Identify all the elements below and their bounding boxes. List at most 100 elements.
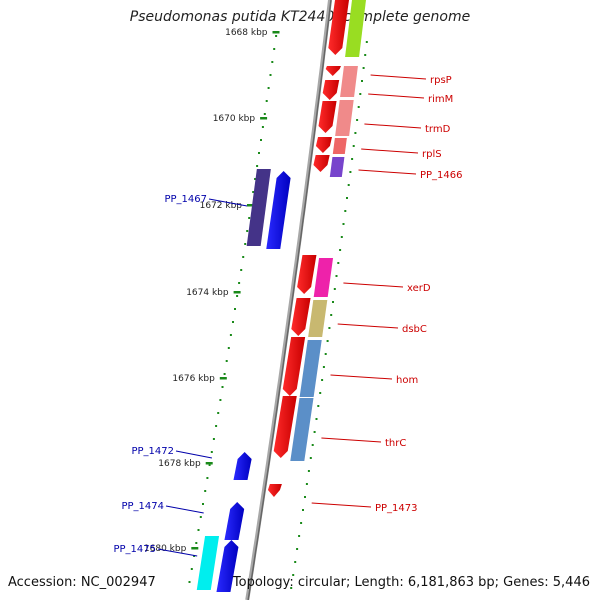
tick-dot-outer: [322, 366, 325, 368]
tick-dot-inner: [254, 178, 257, 180]
gene-label-PP_1474: PP_1474: [121, 501, 164, 512]
tick-dot-inner: [273, 48, 276, 50]
tick-dot-inner: [229, 334, 232, 336]
kbp-label: 1670 kbp: [213, 114, 256, 124]
tick-dot-inner: [240, 269, 243, 271]
tick-dot-outer: [319, 392, 322, 394]
kbp-ticks: [188, 31, 368, 589]
accession-text: Accession: NC_002947: [8, 575, 156, 590]
tick-dot-outer: [298, 535, 301, 537]
tick-dot-inner: [252, 191, 255, 193]
gene-label-PP_1472: PP_1472: [131, 446, 174, 457]
tick-dot-inner: [199, 516, 202, 518]
tick-dot-inner: [269, 74, 272, 76]
tick-dot-outer: [321, 379, 324, 381]
tick-dot-inner: [215, 425, 218, 427]
kbp-major-tick: [233, 291, 241, 294]
kbp-label: 1672 kbp: [200, 201, 243, 211]
tick-dot-inner: [223, 373, 226, 375]
tick-dot-outer: [344, 210, 347, 212]
gene-rimM: [322, 80, 340, 100]
tick-dot-inner: [263, 113, 266, 115]
tick-dot-inner: [212, 438, 215, 440]
tick-dot-outer: [349, 171, 352, 173]
label-connector: [337, 323, 399, 329]
gene-rplS: [315, 137, 332, 153]
tick-dot-inner: [238, 282, 241, 284]
tick-dot-outer: [296, 548, 299, 550]
gene-label-PP_1475: PP_1475: [113, 544, 156, 555]
tick-dot-inner: [204, 490, 207, 492]
tick-dot-inner: [195, 542, 198, 544]
tick-dot-inner: [208, 464, 211, 466]
gene-hom: [282, 337, 306, 396]
tick-dot-inner: [202, 503, 204, 505]
tick-dot-outer: [309, 457, 312, 459]
gene-PP_1475: [216, 540, 239, 592]
gene-label-PP_1473: PP_1473: [375, 503, 418, 514]
label-connector: [358, 169, 417, 175]
kbp-label: 1668 kbp: [225, 28, 268, 38]
kbp-major-tick: [260, 117, 268, 120]
gene-label-dsbC: dsbC: [402, 324, 427, 335]
label-connector: [368, 93, 425, 99]
tick-dot-inner: [197, 529, 200, 531]
tick-dot-inner: [232, 321, 234, 323]
cog-rpsP: [340, 66, 358, 97]
tick-dot-outer: [340, 236, 343, 238]
tick-dot-inner: [225, 360, 228, 362]
tick-dot-inner: [217, 412, 220, 414]
gene-rpsP: [325, 66, 341, 76]
cog-hom: [299, 340, 322, 397]
cog-thrC: [290, 398, 314, 461]
tick-dot-outer: [330, 314, 333, 316]
label-connector: [165, 505, 204, 514]
label-connector: [311, 502, 372, 508]
tick-dot-inner: [221, 386, 224, 388]
tick-dot-outer: [365, 41, 368, 43]
gene-thrC: [273, 396, 297, 458]
cog-rplS: [332, 138, 347, 154]
cog-PP_1466: [329, 157, 345, 177]
kbp-major-tick: [247, 204, 254, 207]
tick-dot-outer: [290, 587, 293, 589]
tick-dot-inner: [275, 35, 278, 37]
tick-dot-inner: [265, 100, 268, 102]
tick-dot-outer: [300, 522, 303, 524]
tick-dot-outer: [311, 444, 314, 446]
genes-layer: [196, 0, 366, 592]
gene-label-PP_1466: PP_1466: [420, 170, 463, 181]
label-connector: [208, 198, 248, 207]
tick-dot-inner: [219, 399, 222, 401]
tick-dot-outer: [342, 223, 345, 225]
gene-label-xerD: xerD: [407, 283, 431, 294]
tick-dot-outer: [357, 106, 360, 108]
gene-PP_1472: [233, 452, 252, 480]
tick-dot-outer: [361, 80, 363, 82]
kbp-label: 1674 kbp: [186, 288, 229, 298]
kbp-major-tick: [272, 31, 280, 34]
cog-dsbC: [308, 300, 328, 337]
gene-PP_1473: [267, 484, 282, 497]
cog-trmD: [335, 100, 354, 136]
cog-PP_1467: [246, 169, 271, 246]
tick-dot-inner: [271, 61, 274, 63]
tick-dot-outer: [328, 327, 331, 329]
gene-label-trmD: trmD: [425, 124, 451, 135]
tick-dot-outer: [352, 145, 355, 147]
gene-label-hom: hom: [396, 375, 418, 386]
tick-dot-outer: [302, 509, 304, 511]
tick-dot-inner: [256, 165, 259, 167]
tick-dot-outer: [294, 561, 297, 563]
backbone-arc: [245, 0, 332, 600]
gene-label-thrC: thrC: [385, 438, 406, 449]
tick-dot-outer: [351, 158, 354, 160]
labels-layer: 1668 kbp 1670 kbp 1672 kbp 1674 kbp 1676 kbp…: [113, 28, 463, 557]
tick-dot-inner: [244, 243, 247, 245]
backbone-layer: [245, 0, 332, 600]
kbp-label: 1678 kbp: [158, 459, 201, 469]
label-connector: [330, 374, 393, 380]
tick-dot-inner: [260, 139, 262, 141]
tick-dot-outer: [335, 275, 338, 277]
tick-dot-outer: [326, 340, 329, 342]
